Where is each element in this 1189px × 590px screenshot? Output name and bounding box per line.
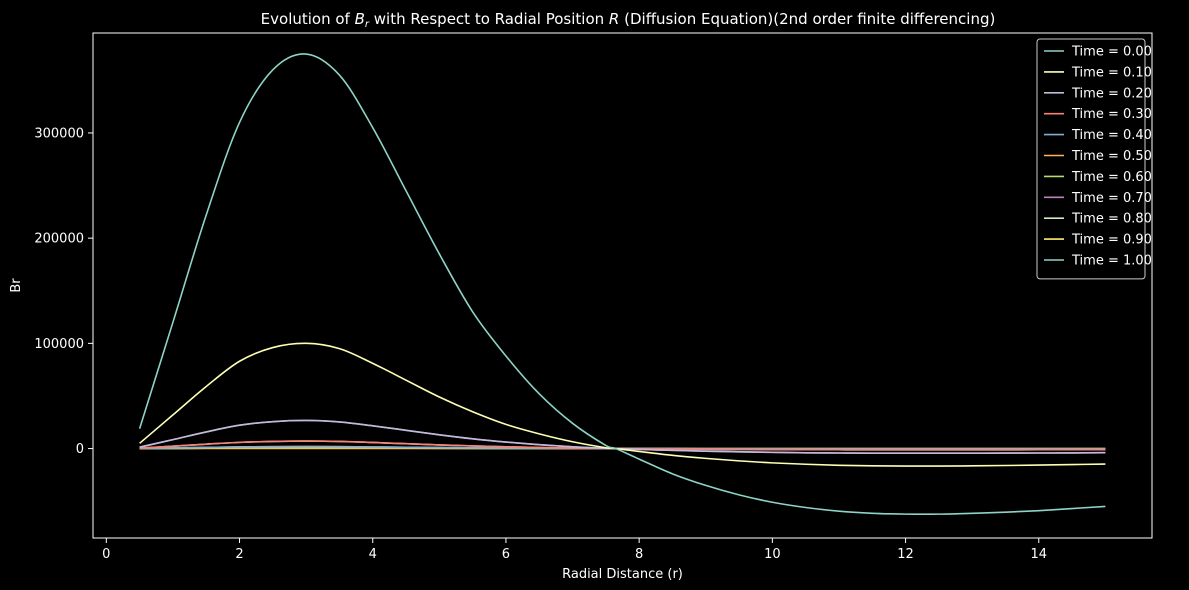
legend-label: Time = 0.80	[1071, 212, 1152, 227]
x-tick-label: 8	[635, 547, 643, 562]
legend-label: Time = 0.10	[1071, 65, 1152, 80]
legend: Time = 0.00 Time = 0.10 Time = 0.20 Time = …	[1036, 38, 1152, 280]
legend-label: Time = 0.40	[1071, 128, 1152, 143]
x-tick-label: 2	[235, 547, 243, 562]
x-tick-label: 12	[897, 547, 914, 562]
legend-label: Time = 0.20	[1071, 86, 1152, 101]
chart-title: Evolution of Br with Respect to Radial P…	[261, 10, 996, 30]
legend-label: Time = 0.60	[1071, 170, 1152, 185]
plot-frame	[92, 32, 1153, 539]
x-axis-ticks: 0 2 4 6 8 10 12 14	[102, 538, 1047, 562]
x-tick-label: 14	[1031, 547, 1048, 562]
x-tick-label: 0	[102, 547, 110, 562]
x-tick-label: 10	[764, 547, 781, 562]
series-line-0	[138, 53, 1106, 516]
legend-label: Time = 0.30	[1071, 107, 1152, 122]
legend-label: Time = 1.00	[1071, 254, 1152, 269]
legend-label: Time = 0.50	[1071, 149, 1152, 164]
y-tick-label: 0	[76, 442, 84, 457]
y-tick-label: 300000	[34, 126, 84, 141]
legend-label: Time = 0.70	[1071, 191, 1152, 206]
legend-label: Time = 0.90	[1071, 233, 1152, 248]
y-axis-ticks: 0 100000 200000 300000	[34, 126, 93, 457]
y-tick-label: 200000	[34, 232, 84, 247]
x-tick-label: 6	[502, 547, 510, 562]
x-tick-label: 4	[369, 547, 377, 562]
y-tick-label: 100000	[34, 337, 84, 352]
legend-label: Time = 0.00	[1071, 45, 1152, 60]
series-layer	[138, 53, 1106, 516]
y-axis-label: Br	[9, 278, 24, 293]
x-axis-label: Radial Distance (r)	[562, 567, 683, 582]
